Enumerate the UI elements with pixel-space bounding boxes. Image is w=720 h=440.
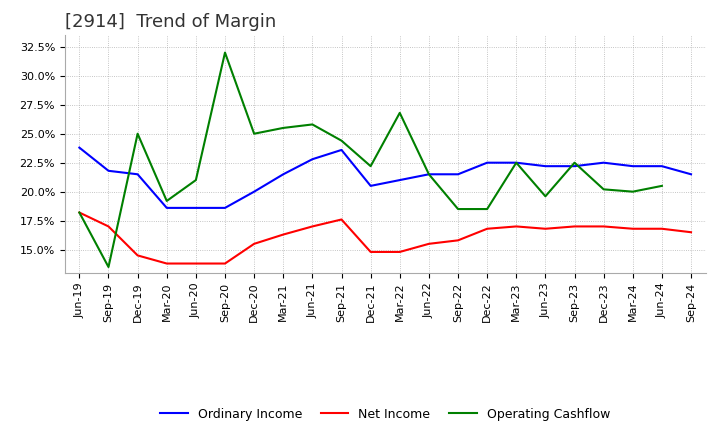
Net Income xyxy=(657,226,666,231)
Operating Cashflow xyxy=(629,189,637,194)
Net Income xyxy=(75,210,84,215)
Operating Cashflow xyxy=(425,172,433,177)
Operating Cashflow xyxy=(337,138,346,143)
Line: Net Income: Net Income xyxy=(79,213,691,264)
Operating Cashflow xyxy=(220,50,229,55)
Legend: Ordinary Income, Net Income, Operating Cashflow: Ordinary Income, Net Income, Operating C… xyxy=(156,403,615,425)
Net Income xyxy=(104,224,113,229)
Operating Cashflow xyxy=(395,110,404,115)
Operating Cashflow xyxy=(192,177,200,183)
Operating Cashflow xyxy=(541,194,550,199)
Ordinary Income xyxy=(133,172,142,177)
Ordinary Income xyxy=(483,160,492,165)
Ordinary Income xyxy=(541,164,550,169)
Net Income xyxy=(599,224,608,229)
Operating Cashflow xyxy=(512,160,521,165)
Net Income xyxy=(425,241,433,246)
Net Income xyxy=(163,261,171,266)
Ordinary Income xyxy=(657,164,666,169)
Operating Cashflow xyxy=(279,125,287,131)
Ordinary Income xyxy=(570,164,579,169)
Operating Cashflow xyxy=(308,122,317,127)
Ordinary Income xyxy=(279,172,287,177)
Ordinary Income xyxy=(512,160,521,165)
Ordinary Income xyxy=(250,189,258,194)
Net Income xyxy=(512,224,521,229)
Net Income xyxy=(279,232,287,237)
Net Income xyxy=(308,224,317,229)
Ordinary Income xyxy=(687,172,696,177)
Operating Cashflow xyxy=(454,206,462,212)
Ordinary Income xyxy=(629,164,637,169)
Operating Cashflow xyxy=(599,187,608,192)
Ordinary Income xyxy=(395,177,404,183)
Net Income xyxy=(133,253,142,258)
Operating Cashflow xyxy=(75,210,84,215)
Operating Cashflow xyxy=(570,160,579,165)
Operating Cashflow xyxy=(483,206,492,212)
Net Income xyxy=(192,261,200,266)
Text: [2914]  Trend of Margin: [2914] Trend of Margin xyxy=(65,13,276,31)
Operating Cashflow xyxy=(366,164,375,169)
Net Income xyxy=(454,238,462,243)
Net Income xyxy=(337,217,346,222)
Ordinary Income xyxy=(599,160,608,165)
Net Income xyxy=(220,261,229,266)
Net Income xyxy=(570,224,579,229)
Net Income xyxy=(250,241,258,246)
Operating Cashflow xyxy=(657,183,666,188)
Operating Cashflow xyxy=(163,198,171,204)
Ordinary Income xyxy=(366,183,375,188)
Net Income xyxy=(395,249,404,255)
Line: Operating Cashflow: Operating Cashflow xyxy=(79,53,662,267)
Ordinary Income xyxy=(75,145,84,150)
Ordinary Income xyxy=(104,168,113,173)
Ordinary Income xyxy=(454,172,462,177)
Net Income xyxy=(687,230,696,235)
Operating Cashflow xyxy=(133,131,142,136)
Net Income xyxy=(541,226,550,231)
Ordinary Income xyxy=(337,147,346,153)
Ordinary Income xyxy=(192,205,200,210)
Line: Ordinary Income: Ordinary Income xyxy=(79,148,691,208)
Ordinary Income xyxy=(220,205,229,210)
Ordinary Income xyxy=(163,205,171,210)
Ordinary Income xyxy=(425,172,433,177)
Net Income xyxy=(366,249,375,255)
Operating Cashflow xyxy=(250,131,258,136)
Net Income xyxy=(483,226,492,231)
Operating Cashflow xyxy=(104,264,113,270)
Net Income xyxy=(629,226,637,231)
Ordinary Income xyxy=(308,157,317,162)
